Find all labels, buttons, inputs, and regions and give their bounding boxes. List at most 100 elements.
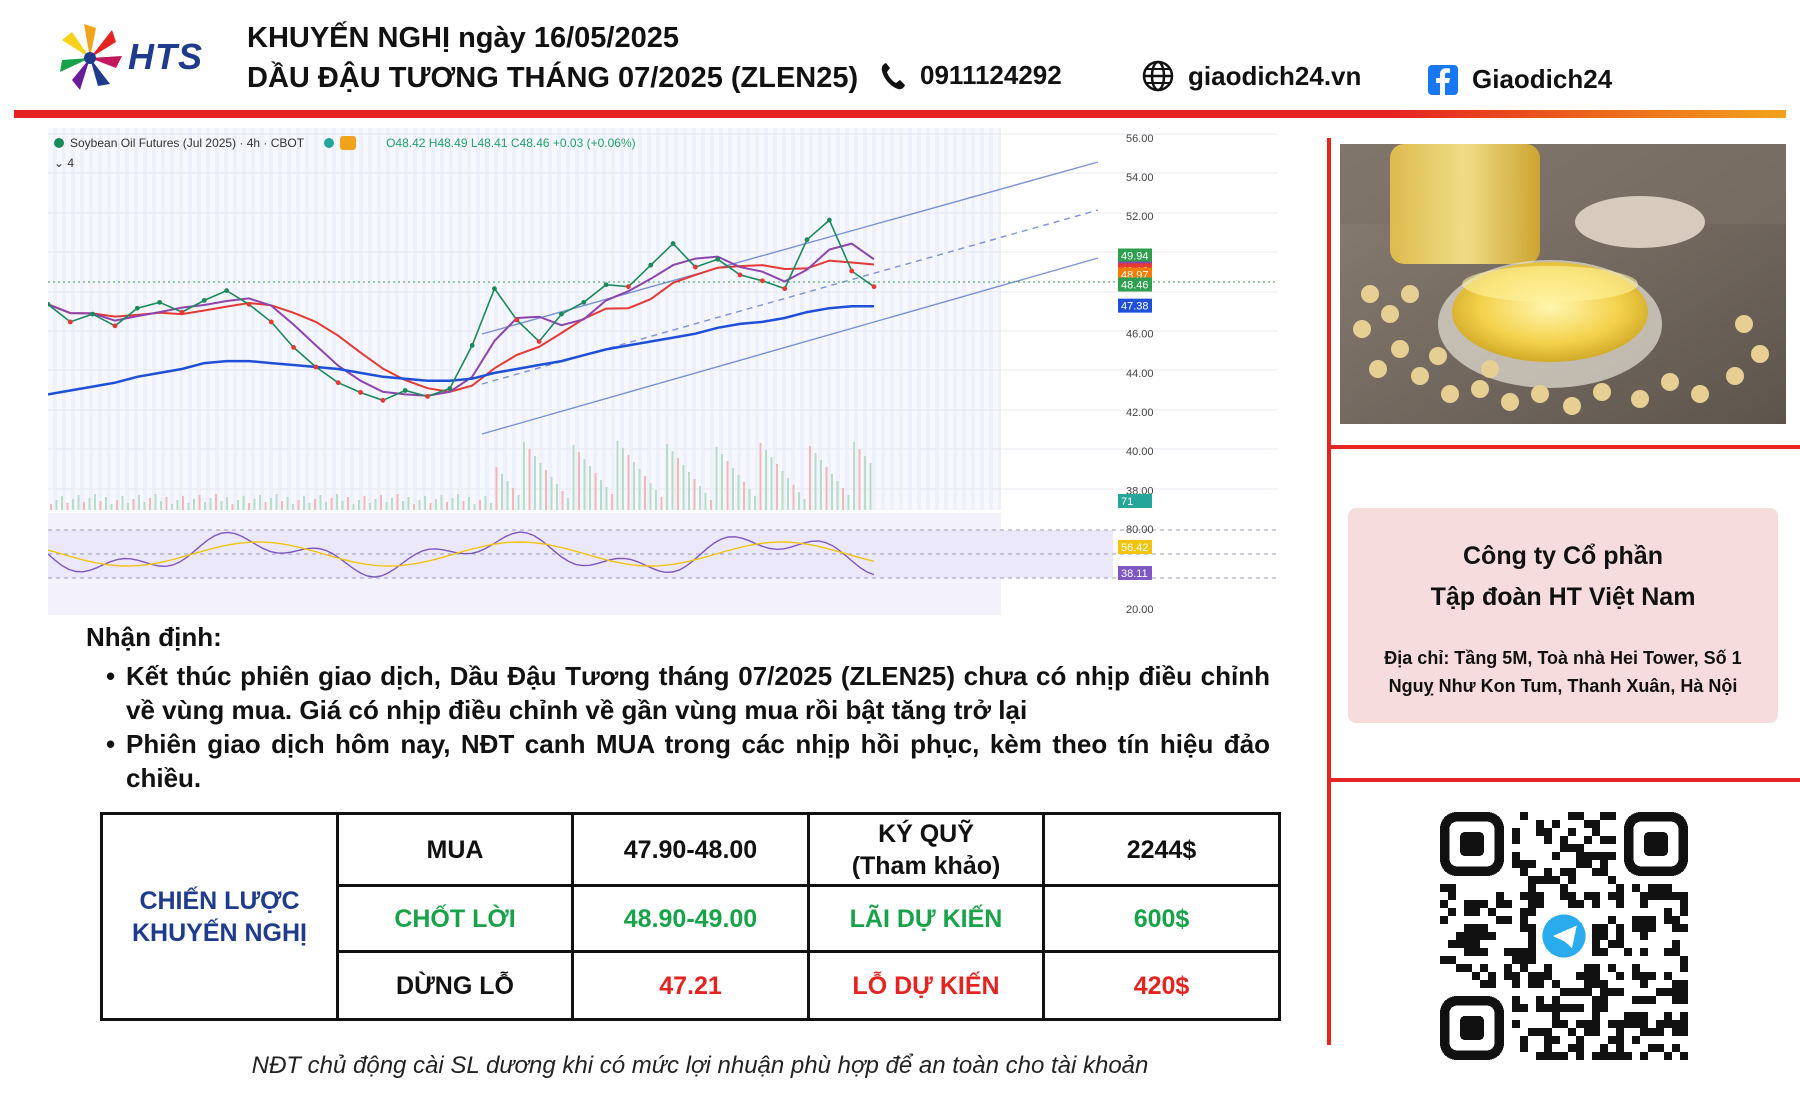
price-point xyxy=(536,339,542,344)
analysis-bullet: Phiên giao dịch hôm nay, NĐT canh MUA tr… xyxy=(86,727,1270,795)
expected-loss-label: LỖ DỰ KIẾN xyxy=(807,950,1045,1021)
volume-bar xyxy=(330,498,333,510)
volume-bar xyxy=(160,501,162,510)
volume-bar xyxy=(347,497,349,510)
volume-bar xyxy=(737,475,740,510)
price-point xyxy=(826,217,832,223)
price-label: 48.46 xyxy=(1121,280,1149,292)
telegram-qr-code[interactable] xyxy=(1440,812,1689,1061)
header: HTS KHUYẾN NGHỊ ngày 16/05/2025 DẦU ĐẬU … xyxy=(0,0,1800,118)
price-point xyxy=(849,268,855,274)
volume-bar xyxy=(842,488,844,510)
price-point xyxy=(224,288,229,293)
phone-number: 0911124292 xyxy=(920,60,1062,90)
volume-bar xyxy=(198,495,201,510)
volume-bar xyxy=(429,503,432,510)
price-point xyxy=(380,397,386,403)
facebook-icon xyxy=(1428,64,1458,95)
price-label-tag xyxy=(1118,248,1152,263)
volume-bar xyxy=(556,484,558,510)
volume-bar xyxy=(748,489,751,510)
volume-bar xyxy=(248,503,250,510)
oscillator-label-tag xyxy=(1118,566,1152,580)
trend-channel xyxy=(481,161,1099,435)
price-point xyxy=(447,386,453,391)
price-tick-label: 40.00 xyxy=(1126,446,1154,458)
volume-bar xyxy=(105,497,107,510)
price-point xyxy=(715,256,721,262)
company-name-line1: Công ty Cổ phần xyxy=(1463,542,1663,570)
volume-bar xyxy=(660,497,663,510)
volume-bar xyxy=(391,498,393,510)
price-point xyxy=(782,286,788,292)
volume-bar xyxy=(165,497,168,510)
chart-symbol: Soybean Oil Futures (Jul 2025) · 4h · CB… xyxy=(70,136,305,150)
strategy-heading-line1: CHIẾN LƯỢC xyxy=(139,886,300,915)
volume-bar xyxy=(182,496,184,510)
volume-bar xyxy=(435,499,437,510)
phone-icon xyxy=(881,62,905,89)
indicator-count: 4 xyxy=(67,156,75,170)
volume-bar xyxy=(319,495,322,510)
volume-bar xyxy=(50,504,52,510)
indicators-toggle[interactable]: ⌄ 4 xyxy=(54,156,74,170)
oscillator-tick-label: 20.00 xyxy=(1126,604,1154,616)
volume-bar xyxy=(831,474,833,510)
strategy-row-header: CHIẾN LƯỢC KHUYẾN NGHỊ xyxy=(100,812,339,1021)
volume-bar xyxy=(204,502,206,510)
volume-bar xyxy=(99,501,102,510)
volume-bar xyxy=(440,495,443,510)
volume-bar xyxy=(374,499,377,510)
analysis-section: Nhận định: Kết thúc phiên giao dịch, Dầu… xyxy=(86,622,1270,795)
contact-website[interactable]: giaodich24.vn xyxy=(1142,60,1361,92)
header-divider xyxy=(14,110,1786,118)
volume-bar xyxy=(402,501,404,510)
volume-bar xyxy=(363,496,366,510)
volume-bar xyxy=(259,495,261,510)
volume-bar xyxy=(72,499,74,510)
price-point xyxy=(201,297,207,303)
price-point xyxy=(358,390,363,395)
volume-bar xyxy=(314,499,316,510)
price-point xyxy=(134,305,140,311)
qr-code-icon xyxy=(1440,812,1689,1061)
volume-bar xyxy=(836,481,839,510)
volume-bar xyxy=(616,441,619,510)
volume-bar xyxy=(242,496,245,510)
volume-bar xyxy=(237,500,239,510)
price-point xyxy=(670,241,676,246)
volume-label-tag xyxy=(1118,494,1152,508)
price-point xyxy=(425,393,430,399)
volume-bar xyxy=(121,496,124,510)
volume-bar xyxy=(308,503,311,510)
price-chart: 56.00 54.00 52.00 46.00 44.00 42.00 40.00 38.00… xyxy=(45,128,1338,618)
volume-bar xyxy=(297,500,300,510)
disclaimer-note: NĐT chủ động cài SL dương khi có mức lợi… xyxy=(251,1052,1149,1079)
volume-bar xyxy=(468,497,470,510)
price-point xyxy=(268,319,274,325)
volume-bar xyxy=(154,494,157,510)
contact-facebook[interactable]: Giaodich24 xyxy=(1428,64,1612,95)
volume-bar xyxy=(473,504,476,510)
volume-bar xyxy=(61,496,63,510)
expected-loss-amount: 420$ xyxy=(1042,950,1281,1021)
symbol-status-icon xyxy=(54,138,64,148)
take-profit-price: 48.90-49.00 xyxy=(571,884,810,953)
price-point xyxy=(871,284,877,290)
volume-bar xyxy=(55,500,58,510)
volume-bar xyxy=(341,501,344,510)
company-address: Địa chỉ: Tầng 5M, Toà nhà Hei Tower, Số … xyxy=(1384,648,1742,696)
price-point xyxy=(492,286,497,292)
contact-phone[interactable]: 0911124292 xyxy=(880,60,1062,91)
price-label: 47.38 xyxy=(1121,301,1149,313)
volume-bar xyxy=(820,460,822,510)
volume-bar xyxy=(781,471,784,510)
ma-blue-line xyxy=(47,305,874,396)
report-title: KHUYẾN NGHỊ ngày 16/05/2025 xyxy=(247,22,679,54)
volume-bar xyxy=(424,496,426,510)
volume-bar xyxy=(83,502,85,510)
volume-bar xyxy=(561,491,564,510)
volume-bar xyxy=(600,480,602,510)
volume-bar xyxy=(644,476,646,510)
margin-amount: 2244$ xyxy=(1042,812,1281,887)
